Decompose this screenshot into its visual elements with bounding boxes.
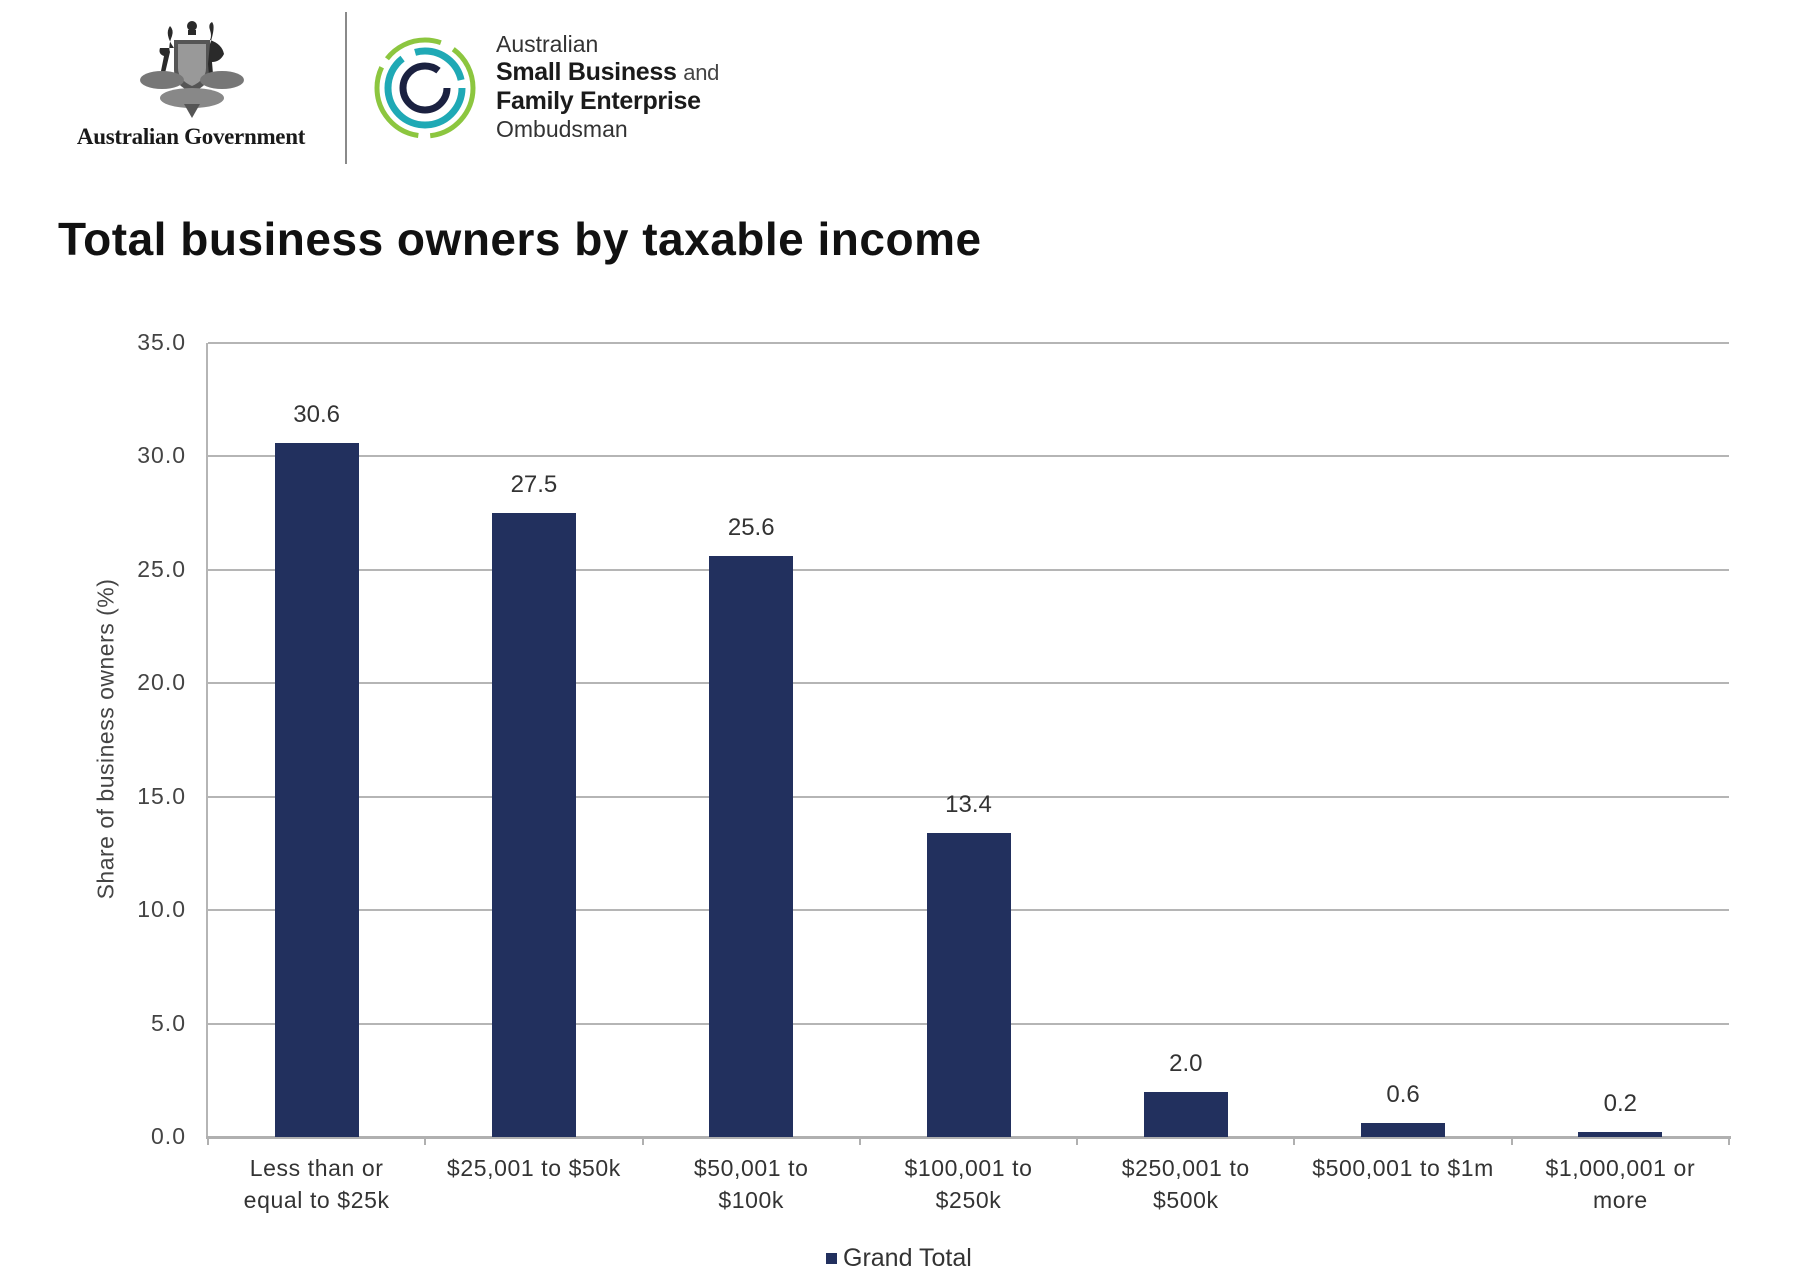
ombudsman-text: Australian Small Business and Family Ent… bbox=[496, 30, 719, 143]
bar-value-label: 30.6 bbox=[293, 400, 340, 428]
bar-value-label: 2.0 bbox=[1169, 1049, 1203, 1077]
y-tick-label: 15.0 bbox=[137, 782, 186, 809]
y-tick-label: 0.0 bbox=[151, 1123, 186, 1149]
ombudsman-line-4: Ombudsman bbox=[496, 116, 628, 142]
x-tick-label: $250,001 to $500k bbox=[1121, 1155, 1250, 1213]
x-tick-label: $100,001 to $250k bbox=[904, 1155, 1033, 1213]
ombudsman-line-2: Small Business and bbox=[496, 58, 719, 87]
legend-label-grand-total: Grand Total bbox=[843, 1244, 972, 1272]
ombudsman-line-1: Australian bbox=[496, 31, 599, 57]
ombudsman-line-3: Family Enterprise bbox=[496, 87, 701, 115]
gridline bbox=[208, 568, 1729, 571]
bar bbox=[1361, 1123, 1446, 1137]
bar-value-label: 0.2 bbox=[1603, 1090, 1638, 1118]
bar bbox=[709, 556, 794, 1137]
x-tick-label: $50,001 to $100k bbox=[693, 1155, 809, 1213]
x-tick-mark bbox=[858, 1136, 861, 1145]
y-axis-line bbox=[206, 343, 208, 1139]
ombudsman-line-2-suffix: and bbox=[683, 60, 720, 85]
chart-title: Total business owners by taxable income bbox=[58, 213, 982, 265]
australian-government-logo: Australian Government bbox=[0, 0, 340, 170]
x-tick-label: $1,000,001 or more bbox=[1545, 1155, 1696, 1213]
gridline bbox=[208, 682, 1729, 685]
y-axis-title: Share of business owners (%) bbox=[92, 578, 119, 900]
x-tick-mark bbox=[1728, 1136, 1730, 1145]
legend: Grand Total bbox=[826, 1244, 972, 1273]
x-tick-mark bbox=[641, 1136, 644, 1145]
x-tick-mark bbox=[1293, 1136, 1296, 1145]
y-tick-label: 25.0 bbox=[137, 555, 186, 582]
gridline bbox=[208, 455, 1729, 458]
bar bbox=[491, 513, 576, 1137]
x-tick-label: $500,001 to $1m bbox=[1312, 1155, 1494, 1181]
x-tick-mark bbox=[1510, 1136, 1513, 1145]
australian-government-text: Australian Government bbox=[76, 124, 306, 149]
coat-of-arms-icon bbox=[140, 21, 244, 118]
bar bbox=[1143, 1091, 1228, 1137]
y-tick-label: 20.0 bbox=[137, 669, 186, 696]
bar bbox=[274, 442, 359, 1137]
x-axis-line bbox=[206, 1136, 1731, 1139]
x-tick-mark bbox=[424, 1136, 427, 1145]
ombudsman-line-2-main: Small Business bbox=[496, 58, 677, 86]
y-tick-label: 35.0 bbox=[137, 329, 186, 355]
x-tick-mark bbox=[207, 1136, 209, 1145]
bar bbox=[1578, 1132, 1663, 1137]
ombudsman-rings-icon bbox=[374, 37, 476, 139]
bar bbox=[926, 833, 1011, 1137]
x-tick-label: $25,001 to $50k bbox=[446, 1155, 621, 1181]
x-tick-label: Less than or equal to $25k bbox=[243, 1155, 390, 1213]
header-divider bbox=[345, 12, 347, 164]
bar-value-label: 13.4 bbox=[945, 791, 992, 818]
y-tick-label: 30.0 bbox=[137, 442, 186, 469]
y-tick-label: 10.0 bbox=[137, 896, 186, 923]
bar-value-label: 27.5 bbox=[510, 471, 558, 499]
y-tick-label: 5.0 bbox=[151, 1009, 186, 1036]
gridline bbox=[208, 342, 1729, 344]
gridline bbox=[208, 795, 1729, 798]
bar-value-label: 0.6 bbox=[1386, 1081, 1420, 1109]
legend-swatch-grand-total bbox=[826, 1253, 837, 1264]
bar-value-label: 25.6 bbox=[727, 514, 775, 542]
x-tick-mark bbox=[1076, 1136, 1079, 1145]
